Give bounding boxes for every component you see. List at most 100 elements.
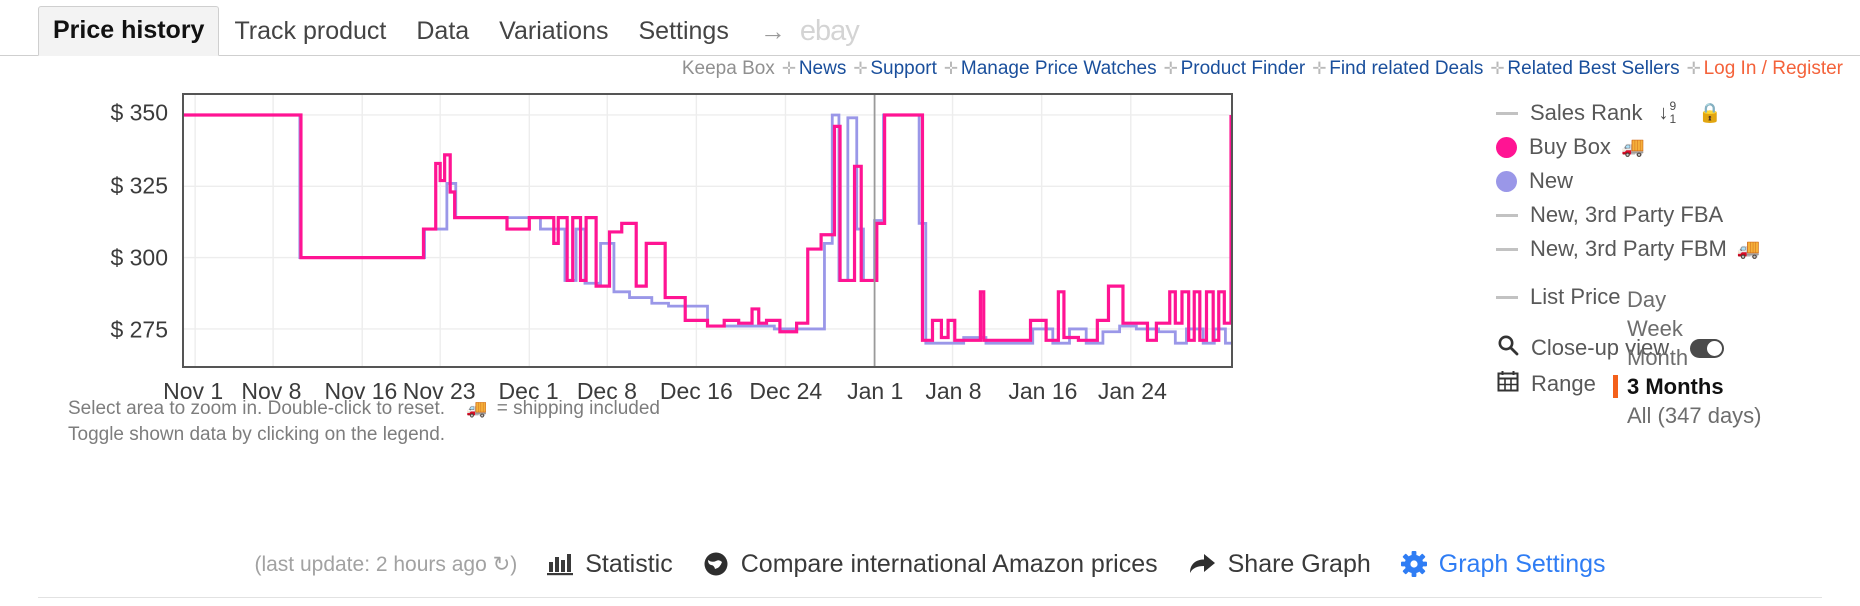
lock-icon: 🔒 [1698,103,1722,124]
price-history-chart[interactable]: $ 275 $ 300 $ 325 $ 350 Nov 1 Nov 8 Nov 16 Nov… [0,86,1860,404]
range-label: Range [1531,371,1596,396]
subnav-item-manage-price-watches[interactable]: Manage Price Watches [960,58,1157,79]
graph-settings-button[interactable]: Graph Settings [1400,549,1606,579]
series-buy-box [184,115,1231,340]
tab-track-product[interactable]: Track product [234,17,387,45]
x-axis-tick-label: Dec 16 [659,378,733,404]
legend-item-list-price[interactable]: List Price [1496,280,1860,314]
chart-toolbar: (last update: 2 hours ago ↻) Statistic [0,540,1860,588]
subnav-separator-icon: ✛ [1686,59,1701,78]
tab-data[interactable]: Data [416,17,470,45]
share-arrow-icon [1188,552,1216,576]
subnav-item-find-related-deals[interactable]: Find related Deals [1329,58,1484,79]
legend-item-sales-rank[interactable]: Sales Rank ↓ 9 1 🔒 [1496,96,1860,130]
calendar-icon [1496,370,1520,398]
range-option-month[interactable]: Month [1627,345,1689,370]
y-axis-labels: $ 275 $ 300 $ 325 $ 350 [0,86,178,376]
tab-list: Price history Track product Data Variati… [38,6,865,56]
closeup-view-toggle[interactable] [1690,338,1725,358]
legend-item-buy-box[interactable]: Buy Box 🚚 [1496,130,1860,164]
globe-icon [703,551,729,577]
x-axis-tick-label: Jan 16 [1008,378,1078,404]
subnav-separator-icon: ✛ [1163,59,1178,78]
compare-international-prices-button[interactable]: Compare international Amazon prices [703,550,1158,579]
range-option-all[interactable]: All (347 days) [1627,403,1762,428]
subnav-item-product-finder[interactable]: Product Finder [1180,58,1306,79]
share-graph-button[interactable]: Share Graph [1188,550,1371,579]
chart-hint-line-1: Select area to zoom in. Double-click to … [68,396,660,422]
x-axis-tick-label: Dec 24 [749,378,823,404]
tab-variations[interactable]: Variations [499,17,609,45]
range-control: Range [1496,366,1860,402]
statistic-button[interactable]: Statistic [547,550,673,579]
legend-label: New, 3rd Party FBA [1530,202,1724,227]
closeup-view-label: Close-up view [1531,335,1670,360]
y-axis-tick-label: $ 275 [110,316,168,343]
legend-dot-icon [1496,170,1517,192]
truck-icon: 🚚 [1620,137,1645,158]
hint-zoom-text: Select area to zoom in. Double-click to … [68,398,446,419]
statistic-label: Statistic [585,549,673,578]
last-update-label[interactable]: (last update: 2 hours ago ↻) [254,552,518,576]
subnav-item-keepa-box: Keepa Box [681,58,775,79]
chart-hint-line-2: Toggle shown data by clicking on the leg… [68,423,446,445]
x-axis-tick-label: Jan 1 [847,378,904,404]
subnav-separator-icon: ✛ [853,59,868,78]
x-axis-tick-label: Nov 1 [163,378,224,404]
x-axis-tick-label: Dec 8 [576,378,637,404]
range-option-3-months[interactable]: 3 Months [1613,372,1762,401]
compare-prices-label: Compare international Amazon prices [740,549,1158,578]
legend-item-new[interactable]: New [1496,164,1860,198]
legend-label: Sales Rank [1530,100,1643,125]
subnav-item-log-in-register[interactable]: Log In / Register [1703,58,1843,79]
range-option-day[interactable]: Day [1627,287,1667,312]
range-options: Day Week Month 3 Months All (347 days) [1613,285,1762,430]
legend-dot-icon [1496,136,1517,158]
legend-dash-icon [1496,295,1518,299]
sub-navigation: Keepa Box ✛ News ✛ Support ✛ Manage Pric… [679,58,1846,80]
closeup-view-control[interactable]: Close-up view [1496,330,1860,366]
y-axis-tick-label: $ 300 [110,244,168,271]
sort-descending-icon[interactable]: ↓ 9 1 [1658,99,1677,126]
subnav-item-support[interactable]: Support [870,58,937,79]
gear-icon [1400,551,1427,577]
x-axis-tick-label: Jan 24 [1097,378,1167,404]
subnav-separator-icon: ✛ [943,59,959,78]
x-axis-tick-label: Nov 8 [241,378,302,404]
legend-label: List Price [1530,284,1621,309]
x-axis-tick-label: Nov 23 [402,378,476,404]
truck-icon: 🚚 [1736,239,1761,260]
tab-bar-rule [0,55,1860,56]
tab-settings[interactable]: Settings [638,17,729,45]
x-axis-tick-label: Dec 1 [498,378,559,404]
legend-item-new-3rd-party-fbm[interactable]: New, 3rd Party FBM 🚚 [1496,232,1860,266]
subnav-separator-icon: ✛ [781,59,797,78]
tab-bar: Price history Track product Data Variati… [0,0,1860,56]
subnav-item-related-best-sellers[interactable]: Related Best Sellers [1507,58,1680,79]
range-option-week[interactable]: Week [1627,316,1683,341]
x-axis-labels: Nov 1 Nov 8 Nov 16 Nov 23 Dec 1 Dec 8 Dec 16 De… [163,378,1233,412]
legend-label: New, 3rd Party FBM [1530,236,1727,261]
legend-label: New [1529,168,1574,193]
subnav-separator-icon: ✛ [1312,59,1327,78]
legend-dash-icon [1496,213,1518,217]
tab-price-history[interactable]: Price history [38,6,220,56]
bar-chart-icon [547,552,574,576]
legend-dash-icon [1496,111,1518,115]
plot-area[interactable] [182,93,1233,368]
graph-settings-label: Graph Settings [1438,549,1606,578]
arrow-right-icon: → [759,16,786,46]
ebay-logo[interactable]: ebay [799,15,860,47]
legend-dash-icon [1496,247,1518,251]
truck-icon: 🚚 [466,399,488,418]
search-icon [1496,334,1520,362]
x-axis-tick-label: Jan 8 [925,378,982,404]
legend-label: Buy Box [1529,134,1611,159]
chart-canvas[interactable] [184,95,1231,366]
hint-shipping-text: = shipping included [496,398,660,419]
share-graph-label: Share Graph [1227,549,1371,578]
x-axis-tick-label: Nov 16 [324,378,398,404]
legend-item-new-3rd-party-fba[interactable]: New, 3rd Party FBA [1496,198,1860,232]
subnav-item-news[interactable]: News [798,58,847,79]
